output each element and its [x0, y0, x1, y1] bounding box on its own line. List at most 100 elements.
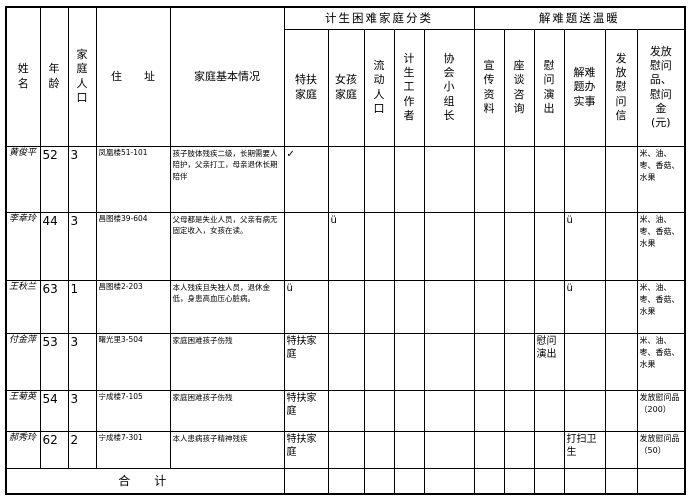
cell-girl-family: [327, 145, 365, 213]
total-label: 合 计: [5, 467, 285, 495]
empty-cell: [636, 467, 686, 495]
cell-situation: 本人患病孩子精神残疾: [169, 430, 285, 469]
cell-migrant: [363, 389, 395, 432]
cell-show: [533, 211, 565, 281]
header-solve-problems: 解难 题办 实事: [563, 28, 606, 147]
header-comfort-show: 慰 问 演 出: [533, 28, 565, 147]
cell-deeds: [563, 332, 606, 391]
header-group-classification: 计生困难家庭分类: [283, 6, 475, 30]
cell-show: [533, 389, 565, 432]
cell-special-family: [283, 211, 329, 281]
cell-materials: [473, 145, 505, 213]
cell-show: [533, 145, 565, 213]
table-row: 付金萍 53 3 曙光里3-504 家庭困难孩子伤残 特扶家庭 慰问演出 米、油…: [5, 332, 686, 391]
cell-migrant: [363, 332, 395, 391]
cell-letter: [604, 211, 638, 281]
cell-family-size: 3: [67, 145, 97, 213]
empty-cell: [604, 467, 638, 495]
cell-letter: [604, 389, 638, 432]
cell-migrant: [363, 145, 395, 213]
cell-address: 宁成楼7-105: [95, 389, 171, 432]
cell-age: 62: [39, 430, 69, 469]
cell-name: 付金萍: [5, 332, 41, 391]
cell-materials: [473, 211, 505, 281]
table-row: 黄俊平 52 3 凤凰楼51-101 孩子肢体残疾二级，长期需要人陪护，父亲打工…: [5, 145, 686, 213]
cell-show: [533, 430, 565, 469]
cell-group-leader: [423, 279, 475, 334]
cell-girl-family: [327, 279, 365, 334]
header-name: 姓 名: [5, 6, 41, 147]
cell-special-family: 特扶家庭: [283, 430, 329, 469]
cell-group-leader: [423, 211, 475, 281]
cell-group-leader: [423, 332, 475, 391]
cell-deeds: 打扫卫生: [563, 430, 606, 469]
cell-group-leader: [423, 145, 475, 213]
cell-gifts: 米、油、枣、香菇、水果: [636, 279, 686, 334]
cell-pf-worker: [393, 279, 425, 334]
cell-deeds: [563, 389, 606, 432]
empty-cell: [533, 467, 565, 495]
cell-group-leader: [423, 389, 475, 432]
cell-special-family: ü: [283, 279, 329, 334]
assistance-register-table: 姓 名 年 龄 家 庭 人 口 住 址 家庭基本情况 计生困难家庭分类 解难题送…: [5, 6, 687, 495]
cell-pf-worker: [393, 332, 425, 391]
cell-gifts: 米、油、枣、香菇、水果: [636, 211, 686, 281]
cell-deeds: [563, 145, 606, 213]
header-association-group-leader: 协 会 小 组 长: [423, 28, 475, 147]
empty-cell: [283, 467, 329, 495]
header-migrant-population: 流 动 人 口: [363, 28, 395, 147]
cell-girl-family: ü: [327, 211, 365, 281]
cell-address: 曙光里3-504: [95, 332, 171, 391]
cell-situation: 父母都是失业人员，父亲有病无固定收入，女孩在读。: [169, 211, 285, 281]
cell-address: 宁成楼7-301: [95, 430, 171, 469]
table-row: 郝秀玲 62 2 宁成楼7-301 本人患病孩子精神残疾 特扶家庭 打扫卫生 发…: [5, 430, 686, 469]
cell-address: 昌图楼2-203: [95, 279, 171, 334]
cell-family-size: 3: [67, 211, 97, 281]
header-comfort-letter: 发 放 慰 问 信: [604, 28, 638, 147]
table-row: 李幸玲 44 3 昌图楼39-604 父母都是失业人员，父亲有病无固定收入，女孩…: [5, 211, 686, 281]
header-subcolumn-row: 特扶 家庭 女孩 家庭 流 动 人 口 计 生 工 作 者 协 会 小 组 长 …: [6, 28, 686, 147]
header-group-warmth: 解难题送温暖: [473, 6, 686, 30]
header-comfort-gifts-money: 发放 慰问 品、 慰问 金 (元): [636, 28, 686, 147]
cell-deeds: ü: [563, 279, 606, 334]
total-row: 合 计: [5, 467, 686, 495]
cell-pf-worker: [393, 430, 425, 469]
cell-gifts: 发放慰问品（200）: [636, 389, 686, 432]
cell-migrant: [363, 279, 395, 334]
cell-situation: 本人残疾且失独人员，退休金低，身患高血压心脏病。: [169, 279, 285, 334]
cell-situation: 家庭困难孩子伤残: [169, 389, 285, 432]
cell-letter: [604, 430, 638, 469]
header-publicity-materials: 宣 传 资 料: [473, 28, 505, 147]
header-special-family: 特扶 家庭: [283, 28, 329, 147]
cell-age: 53: [39, 332, 69, 391]
cell-family-size: 1: [67, 279, 97, 334]
cell-name: 李幸玲: [5, 211, 41, 281]
empty-cell: [473, 467, 505, 495]
empty-cell: [363, 467, 395, 495]
cell-pf-worker: [393, 389, 425, 432]
cell-materials: [473, 430, 505, 469]
cell-consult: [503, 145, 535, 213]
cell-age: 63: [39, 279, 69, 334]
cell-gifts: 米、油、枣、香菇、水果: [636, 332, 686, 391]
cell-name: 王秋兰: [5, 279, 41, 334]
header-age: 年 龄: [39, 6, 69, 147]
cell-situation: 孩子肢体残疾二级，长期需要人陪护，父亲打工，母亲退休长期陪伴: [169, 145, 285, 213]
cell-group-leader: [423, 430, 475, 469]
cell-gifts: 米、油、枣、香菇、水果: [636, 145, 686, 213]
cell-migrant: [363, 430, 395, 469]
cell-consult: [503, 389, 535, 432]
cell-show: [533, 279, 565, 334]
header-group-row: 姓 名 年 龄 家 庭 人 口 住 址 家庭基本情况 计生困难家庭分类 解难题送…: [5, 6, 686, 147]
cell-special-family: ✓: [283, 145, 329, 213]
empty-cell: [563, 467, 606, 495]
cell-address: 昌图楼39-604: [95, 211, 171, 281]
cell-address: 凤凰楼51-101: [95, 145, 171, 213]
cell-materials: [473, 332, 505, 391]
cell-show: 慰问演出: [533, 332, 565, 391]
cell-name: 王菊英: [5, 389, 41, 432]
cell-girl-family: [327, 389, 365, 432]
cell-consult: [503, 279, 535, 334]
cell-family-size: 3: [67, 389, 97, 432]
